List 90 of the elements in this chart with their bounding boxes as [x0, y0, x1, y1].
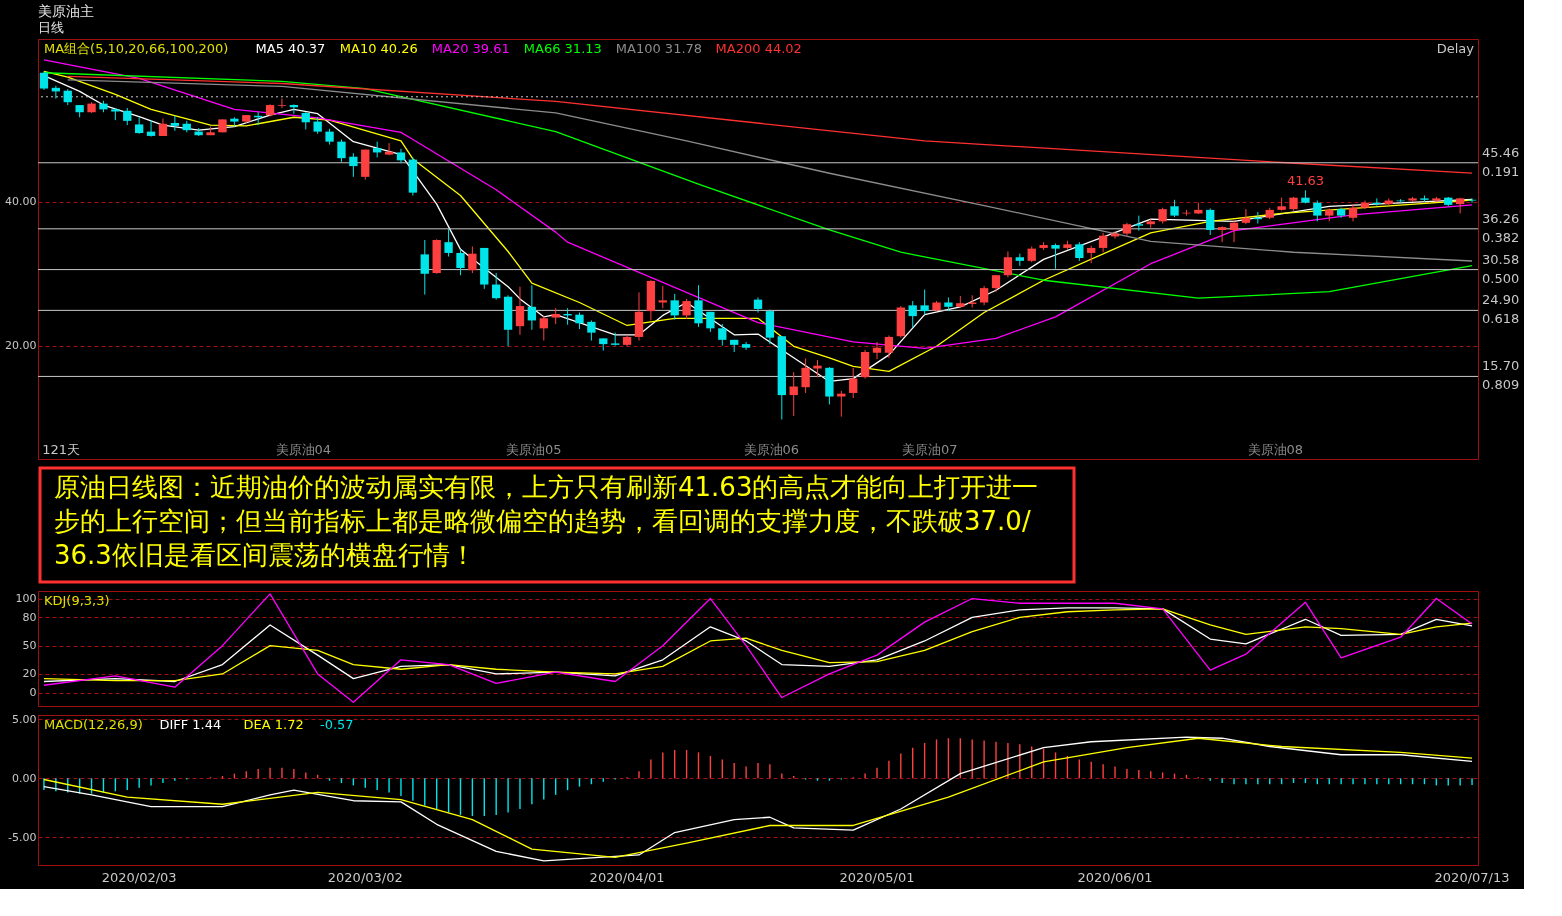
candlestick: [920, 289, 929, 316]
candlestick: [1051, 243, 1060, 270]
candlestick: [968, 294, 977, 309]
text: DIFF 1.44: [159, 717, 222, 732]
ref-line-label: 24.90 0.618: [1482, 292, 1520, 327]
legend-title: KDJ(9,3,3): [44, 593, 110, 608]
annotation: 美原油04: [275, 442, 332, 457]
annotation: 美原油05: [506, 442, 562, 457]
candlestick: [39, 70, 49, 91]
candlestick: [789, 371, 798, 417]
text: -0.57: [320, 717, 354, 732]
y-tick-label: -5.00: [8, 830, 37, 844]
text: DEA 1.72: [243, 717, 304, 732]
candlestick: [1229, 219, 1239, 243]
text: MA100 31.78: [615, 41, 703, 56]
text: MA10 40.26: [339, 41, 418, 56]
y-tick-label: 80: [22, 610, 37, 624]
text: 原油日线图：近期油价的波动属实有限，上方只有刷新41.63的高点才能向上打开进一步的上行空间；但当前指标上都是略微偏空的趋势，看回调的支撑力度，不跌破37.0/36.3依旧是看区间震荡的横盘行情！: [54, 472, 1039, 570]
y-tick-label: 5.00: [12, 712, 37, 726]
candlestick: [908, 300, 917, 329]
candlestick: [849, 367, 858, 399]
text: MA5 40.37: [255, 41, 326, 56]
candlestick: [1206, 207, 1215, 236]
chart-title: 美原油主: [38, 3, 94, 19]
text: MA20 39.61: [431, 41, 510, 56]
legend-title: MA组合(5,10,20,66,100,200): [44, 41, 229, 56]
annotation: Delay: [1436, 41, 1475, 56]
candlestick: [349, 152, 358, 178]
x-tick-label: 2020/03/02: [327, 869, 403, 885]
candlestick: [979, 285, 989, 306]
candlestick: [1467, 197, 1477, 204]
candlestick: [1313, 200, 1322, 222]
x-tick-label: 2020/05/01: [839, 869, 915, 885]
x-tick-label: 2020/06/01: [1077, 869, 1153, 885]
line-series: [43, 593, 1473, 703]
candlestick: [694, 284, 703, 328]
candlestick: [170, 115, 180, 132]
candlestick: [1003, 251, 1013, 278]
candlestick: [587, 319, 596, 342]
y-tick-label: 0.00: [12, 771, 37, 785]
candlestick: [872, 341, 882, 360]
candlestick: [670, 293, 679, 321]
legend-title: MACD(12,26,9): [44, 717, 143, 732]
candlestick: [1098, 232, 1108, 253]
candlestick: [492, 272, 501, 301]
annotation: 121天: [42, 442, 81, 457]
candlestick: [337, 139, 346, 163]
candlestick: [718, 323, 727, 347]
candlestick: [1241, 208, 1251, 225]
candlestick: [444, 228, 453, 258]
y-tick-label: 100: [15, 592, 37, 606]
x-tick-label: 2020/07/13: [1434, 869, 1510, 885]
text: MA200 44.02: [715, 41, 802, 56]
annotation: 美原油06: [743, 442, 800, 457]
candlestick: [468, 245, 477, 274]
y-tick-label: 20.00: [5, 339, 37, 353]
candlestick: [539, 315, 548, 342]
x-tick-label: 2020/04/01: [589, 869, 665, 885]
ref-line-label: 45.46 0.191: [1482, 144, 1520, 179]
candlestick: [456, 248, 465, 276]
candlestick: [277, 98, 287, 109]
text: MA66 31.13: [523, 41, 602, 56]
line-series: [43, 72, 1473, 299]
x-tick-label: 2020/02/03: [101, 869, 177, 885]
y-tick-label: 20: [22, 667, 37, 681]
y-tick-label: 40.00: [5, 195, 37, 209]
candlestick: [1075, 241, 1084, 262]
ref-line-label: 15.70 0.809: [1482, 358, 1520, 393]
candlestick: [884, 335, 894, 359]
candlestick: [682, 298, 691, 320]
candlestick: [527, 284, 537, 331]
annotation: 41.63: [1286, 173, 1325, 188]
candlestick: [515, 286, 525, 336]
ref-line-label: 36.26 0.382: [1482, 210, 1520, 245]
candlestick: [1455, 197, 1465, 214]
candlestick: [741, 341, 751, 351]
y-tick-label: 50: [22, 639, 37, 653]
line-series: [67, 75, 1473, 174]
annotation: 美原油08: [1247, 442, 1304, 457]
ref-line-label: 30.58 0.500: [1482, 251, 1520, 286]
candlestick: [753, 296, 763, 314]
line-series: [67, 79, 1473, 262]
candlestick: [384, 142, 394, 156]
candlestick: [801, 357, 810, 394]
chart-subtitle: 日线: [38, 20, 64, 35]
candlestick: [837, 390, 846, 418]
annotation: 美原油07: [902, 442, 958, 457]
candlestick: [420, 239, 429, 296]
candlestick: [1217, 225, 1227, 243]
y-tick-label: 0: [29, 686, 37, 700]
